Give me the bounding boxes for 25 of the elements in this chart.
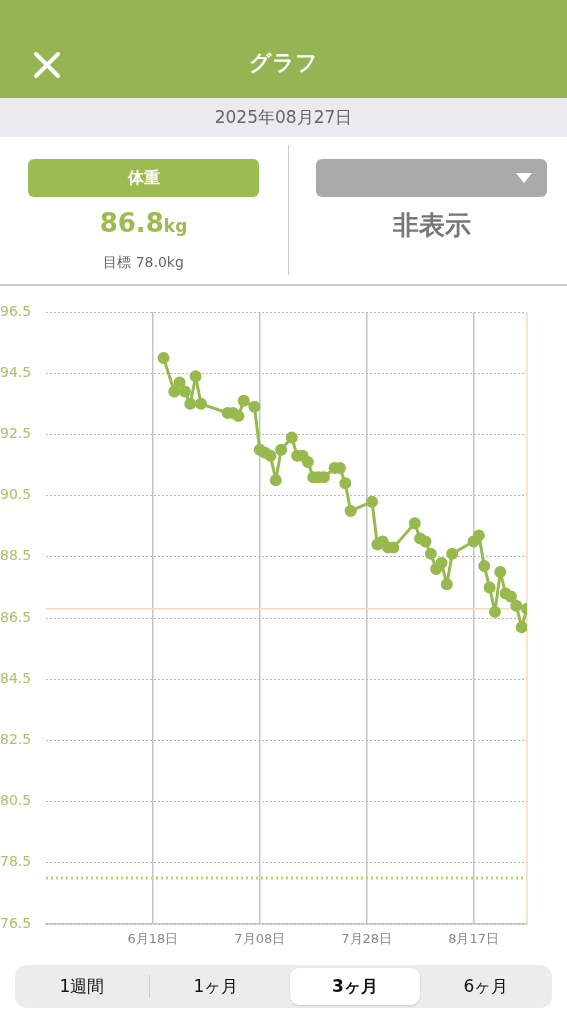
- y-tick-label: 84.5: [0, 669, 32, 686]
- text: 3ヶ月: [331, 975, 379, 998]
- y-tick-label: 76.5: [0, 914, 32, 931]
- text: 6ヶ月: [462, 975, 510, 998]
- x-tick-label: 7月08日: [234, 931, 286, 947]
- text: 目標 78.0kg: [102, 254, 185, 272]
- chart-title: グラフ: [248, 49, 319, 77]
- y-tick-label: 92.5: [0, 425, 32, 442]
- y-tick-label: 96.5: [0, 302, 32, 319]
- x-tick-label: 8月17日: [448, 931, 499, 947]
- x-tick-label: 6月18日: [127, 931, 179, 947]
- y-tick-label: 82.5: [0, 731, 32, 748]
- x-tick-label: 7月28日: [341, 931, 393, 947]
- y-tick-label: 78.5: [0, 853, 32, 870]
- text: 非表示: [391, 209, 472, 242]
- y-tick-label: 88.5: [0, 547, 32, 564]
- text: 86.8kg: [99, 208, 188, 238]
- y-tick-label: 86.5: [0, 608, 32, 625]
- y-tick-label: 80.5: [0, 792, 32, 809]
- text: 1ヶ月: [192, 975, 240, 998]
- y-tick-label: 90.5: [0, 486, 32, 503]
- chart-subtitle: 2025年08月27日: [0, 98, 567, 137]
- text: 体重: [28, 159, 259, 197]
- y-tick-label: 94.5: [0, 363, 32, 380]
- text: 1週間: [58, 975, 106, 998]
